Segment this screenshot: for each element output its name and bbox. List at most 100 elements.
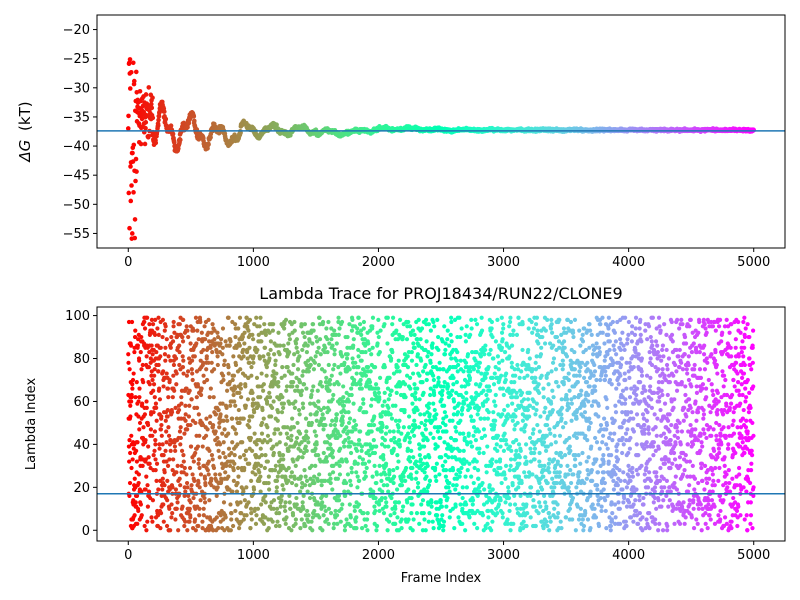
lambda-point	[254, 442, 259, 447]
lambda-point	[137, 420, 143, 426]
lambda-point	[400, 334, 405, 340]
lambda-point	[258, 446, 263, 451]
lambda-point	[312, 480, 317, 486]
lambda-point	[387, 470, 392, 475]
lambda-point	[331, 526, 336, 531]
lambda-point	[393, 506, 398, 511]
lambda-point	[271, 322, 276, 327]
lambda-point	[432, 392, 437, 398]
lambda-point	[314, 410, 320, 415]
lambda-point	[394, 328, 399, 333]
lambda-point	[364, 517, 370, 522]
lambda-point	[363, 474, 368, 479]
lambda-point	[270, 328, 275, 333]
lambda-point	[320, 319, 326, 325]
lambda-point	[353, 519, 358, 524]
lambda-point	[336, 382, 341, 387]
lambda-point	[376, 317, 381, 322]
delta-g-point	[146, 85, 152, 90]
lambda-point	[185, 485, 190, 490]
delta-g-point	[130, 150, 135, 156]
lambda-point	[132, 349, 137, 355]
lambda-point	[270, 519, 275, 524]
delta-g-point	[131, 190, 136, 195]
lambda-point	[227, 343, 232, 348]
lambda-point	[299, 392, 304, 398]
lambda-point	[295, 349, 300, 355]
lambda-point	[141, 425, 146, 430]
lambda-point	[403, 478, 408, 483]
lambda-point	[303, 444, 308, 449]
lambda-point	[139, 513, 144, 518]
y-tick-label: −25	[63, 52, 90, 67]
lambda-point	[160, 442, 165, 447]
lambda-point	[314, 334, 319, 340]
lambda-point	[286, 448, 291, 453]
lambda-point	[220, 431, 225, 436]
lambda-point	[223, 515, 228, 520]
lambda-point	[390, 315, 396, 320]
lambda-point	[252, 410, 257, 415]
lambda-point	[372, 504, 377, 509]
lambda-point	[416, 317, 421, 322]
lambda-point	[174, 470, 179, 475]
lambda-point	[141, 380, 146, 385]
lambda-point	[410, 502, 415, 507]
lambda-point	[276, 410, 281, 415]
lambda-point	[348, 478, 353, 483]
lambda-point	[162, 470, 167, 475]
lambda-point	[202, 476, 208, 481]
lambda-point	[231, 523, 236, 529]
lambda-point	[366, 459, 372, 464]
lambda-point	[181, 317, 186, 322]
lambda-point	[247, 461, 252, 466]
lambda-point	[211, 395, 216, 400]
lambda-point	[276, 380, 281, 385]
lambda-point	[158, 526, 163, 531]
lambda-point	[397, 369, 402, 374]
lambda-point	[373, 382, 379, 387]
lambda-point	[213, 429, 218, 434]
lambda-point	[379, 478, 384, 483]
lambda-point	[217, 472, 222, 477]
lambda-point	[396, 438, 402, 443]
lambda-point	[261, 388, 266, 393]
lambda-point	[277, 523, 282, 529]
lambda-point	[358, 429, 363, 434]
lambda-point	[413, 397, 418, 402]
lambda-point	[224, 405, 229, 410]
lambda-point	[407, 324, 413, 329]
lambda-point	[363, 349, 368, 355]
lambda-point	[388, 513, 393, 518]
lambda-point	[226, 474, 231, 479]
delta-g-point	[191, 114, 197, 119]
lambda-point	[180, 339, 186, 344]
lambda-point	[236, 326, 241, 331]
lambda-point	[249, 365, 254, 370]
delta-g-point	[126, 60, 132, 66]
lambda-point	[210, 457, 215, 462]
lambda-point	[390, 322, 395, 327]
lambda-point	[426, 483, 432, 488]
delta-g-point	[143, 92, 149, 97]
lambda-point	[373, 508, 378, 514]
lambda-point	[297, 431, 303, 436]
lambda-point	[202, 324, 207, 329]
lambda-point	[336, 332, 341, 338]
lambda-point	[369, 397, 375, 402]
lambda-point	[199, 330, 204, 335]
lambda-point	[251, 397, 256, 402]
lambda-point	[189, 483, 194, 488]
lambda-point	[174, 382, 179, 387]
lambda-point	[328, 510, 334, 516]
lambda-point	[205, 427, 210, 432]
lambda-point	[327, 407, 332, 413]
lambda-point	[179, 401, 184, 406]
lambda-point	[129, 395, 134, 400]
lambda-point	[322, 504, 327, 509]
lambda-point	[222, 358, 227, 363]
lambda-point	[378, 328, 383, 333]
lambda-point	[187, 519, 192, 524]
lambda-point	[412, 382, 417, 387]
lambda-point	[306, 513, 311, 518]
